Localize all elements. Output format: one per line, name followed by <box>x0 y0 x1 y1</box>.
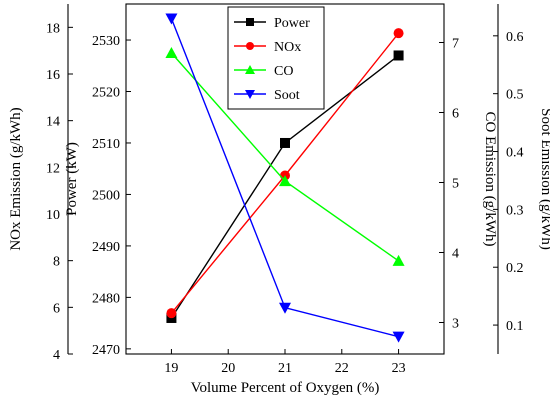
soot-point <box>165 13 178 25</box>
nox-point <box>393 28 404 39</box>
x-tick-label: 21 <box>278 361 292 376</box>
co-tick-label: 5 <box>452 177 459 192</box>
power-tick-label: 2480 <box>92 291 120 306</box>
nox-legend-marker <box>246 42 254 50</box>
co-tick-label: 3 <box>452 317 459 332</box>
soot-tick-label: 0.1 <box>506 319 524 334</box>
nox-tick-label: 16 <box>46 68 60 83</box>
soot-tick-label: 0.4 <box>506 146 524 161</box>
power-axis-title: Power (kW) <box>64 142 80 216</box>
nox-axis-title: NOx Emission (g/kWh) <box>8 107 24 250</box>
nox-tick-label: 8 <box>53 255 60 270</box>
co-tick-label: 7 <box>452 37 459 52</box>
power-tick-label: 2490 <box>92 240 120 255</box>
soot-tick-label: 0.5 <box>506 88 524 103</box>
legend: Power NOx CO Soot <box>227 6 325 110</box>
series-layer <box>165 13 405 343</box>
co-point <box>392 254 405 266</box>
x-tick-label: 19 <box>164 361 178 376</box>
co-legend-label: CO <box>274 64 293 79</box>
soot-legend-label: Soot <box>274 88 300 103</box>
co-tick-label: 4 <box>452 247 459 262</box>
co-point <box>279 175 291 187</box>
nox-tick-label: 18 <box>46 21 60 36</box>
power-point <box>280 137 290 148</box>
power-tick-label: 2470 <box>92 343 120 358</box>
co-tick-label: 6 <box>452 107 459 122</box>
nox-point <box>166 308 177 319</box>
x-tick-label: 22 <box>335 361 349 376</box>
soot-tick-label: 0.6 <box>506 30 524 45</box>
co-point <box>165 47 178 58</box>
co-axis-title: CO Emission (g/kWh) <box>482 112 498 247</box>
power-legend-label: Power <box>274 16 310 31</box>
nox-tick-label: 10 <box>46 208 60 223</box>
power-legend-marker <box>246 18 254 26</box>
power-tick-label: 2520 <box>92 86 120 101</box>
legend-box <box>227 6 325 110</box>
x-axis-title: Volume Percent of Oxygen (%) <box>191 380 380 396</box>
axes-layer: 19 20 21 22 23 Volume Percent of Oxygen (%) 4 6… <box>8 3 550 396</box>
nox-tick-label: 14 <box>46 115 60 130</box>
nox-tick-label: 6 <box>53 301 60 316</box>
soot-tick-label: 0.3 <box>506 203 524 218</box>
soot-point <box>279 302 291 314</box>
nox-tick-label: 12 <box>46 161 60 176</box>
soot-legend-marker <box>245 90 255 99</box>
power-tick-label: 2500 <box>92 188 120 203</box>
power-point <box>393 50 404 61</box>
power-tick-label: 2510 <box>92 137 120 152</box>
soot-axis-title: Soot Emission (g/kWh) <box>538 108 550 250</box>
x-tick-label: 20 <box>221 361 235 376</box>
soot-point <box>392 331 405 343</box>
soot-tick-label: 0.2 <box>506 261 524 276</box>
nox-tick-label: 4 <box>53 348 60 363</box>
power-tick-label: 2530 <box>92 34 120 49</box>
x-tick-label: 23 <box>392 361 406 376</box>
nox-legend-label: NOx <box>274 40 301 55</box>
co-legend-marker <box>245 65 255 74</box>
